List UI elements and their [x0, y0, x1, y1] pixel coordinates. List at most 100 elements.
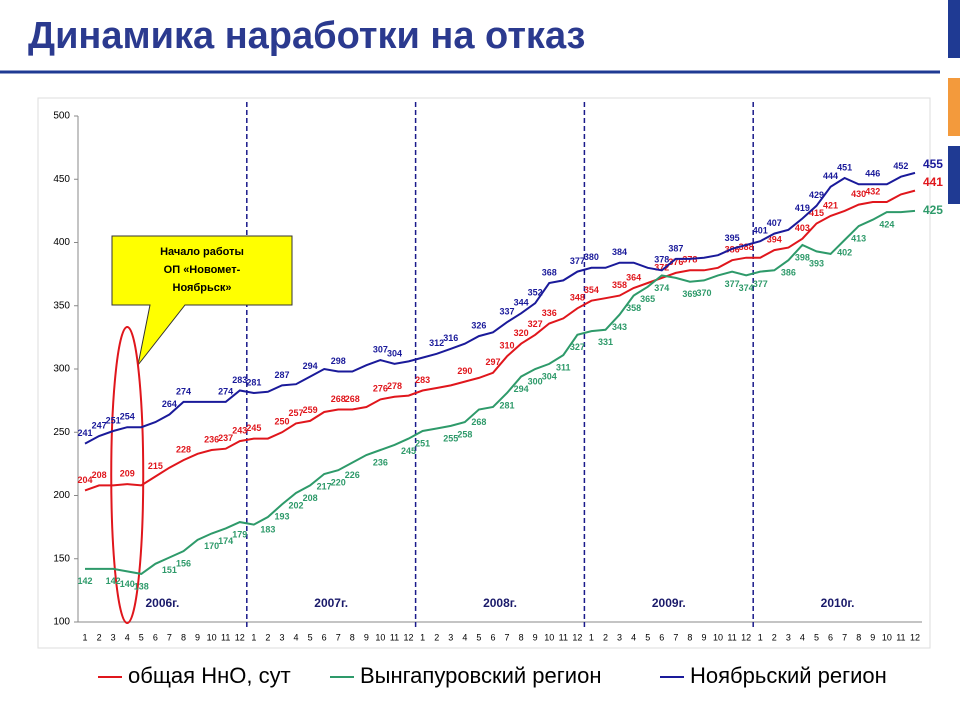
- data-label: 429: [809, 190, 824, 200]
- data-label: 384: [612, 247, 627, 257]
- data-label: 142: [106, 576, 121, 586]
- data-label: 369: [682, 289, 697, 299]
- data-label: 300: [528, 376, 543, 386]
- data-label: 294: [303, 361, 318, 371]
- data-label: 413: [851, 233, 866, 243]
- data-label: 377: [725, 279, 740, 289]
- x-tick-label: 7: [167, 632, 172, 642]
- x-tick-label: 3: [617, 632, 622, 642]
- x-tick-label: 1: [251, 632, 256, 642]
- x-tick-label: 3: [786, 632, 791, 642]
- data-label: 283: [232, 375, 247, 385]
- x-tick-label: 11: [559, 632, 568, 642]
- data-label: 276: [373, 384, 388, 394]
- x-tick-label: 2: [603, 632, 608, 642]
- data-label: 170: [204, 541, 219, 551]
- data-label: 174: [218, 536, 233, 546]
- x-tick-label: 12: [404, 632, 414, 642]
- side-bar: [948, 0, 960, 58]
- data-label: 283: [415, 375, 430, 385]
- data-label: 156: [176, 559, 191, 569]
- data-label: 441: [923, 175, 943, 189]
- data-label: 451: [837, 162, 852, 172]
- data-label: 204: [78, 475, 93, 485]
- data-label: 316: [443, 333, 458, 343]
- x-tick-label: 10: [207, 632, 217, 642]
- data-label: 370: [696, 288, 711, 298]
- data-label: 307: [373, 345, 388, 355]
- x-tick-label: 7: [673, 632, 678, 642]
- data-label: 430: [851, 189, 866, 199]
- x-tick-label: 3: [279, 632, 284, 642]
- x-tick-label: 1: [420, 632, 425, 642]
- x-tick-label: 7: [842, 632, 847, 642]
- data-label: 228: [176, 444, 191, 454]
- data-label: 259: [303, 405, 318, 415]
- x-tick-label: 9: [533, 632, 538, 642]
- data-label: 376: [668, 257, 683, 267]
- year-label: 2007г.: [314, 596, 348, 610]
- x-tick-label: 4: [462, 632, 467, 642]
- data-label: 245: [246, 423, 261, 433]
- side-bar: [948, 146, 960, 204]
- x-tick-label: 1: [758, 632, 763, 642]
- data-label: 297: [485, 357, 500, 367]
- data-label: 264: [162, 399, 177, 409]
- data-label: 336: [542, 308, 557, 318]
- data-label: 304: [387, 348, 402, 358]
- data-label: 372: [654, 262, 669, 272]
- data-label: 358: [626, 303, 641, 313]
- data-label: 344: [514, 298, 529, 308]
- x-tick-label: 2: [772, 632, 777, 642]
- data-label: 343: [612, 322, 627, 332]
- data-label: 236: [373, 457, 388, 467]
- series-line: [84, 171, 916, 445]
- data-label: 432: [865, 186, 880, 196]
- data-label: 140: [120, 579, 135, 589]
- data-label: 415: [809, 208, 824, 218]
- data-label: 364: [626, 272, 641, 282]
- data-label: 151: [162, 565, 177, 575]
- data-label: 320: [514, 328, 529, 338]
- x-tick-label: 4: [125, 632, 130, 642]
- y-tick-label: 500: [53, 111, 70, 122]
- data-label: 208: [92, 470, 107, 480]
- x-tick-label: 2: [265, 632, 270, 642]
- year-label: 2006г.: [145, 596, 179, 610]
- year-label: 2010г.: [821, 596, 855, 610]
- data-label: 215: [148, 461, 163, 471]
- data-label: 304: [542, 371, 557, 381]
- x-tick-label: 6: [828, 632, 833, 642]
- data-label: 446: [865, 169, 880, 179]
- x-tick-label: 6: [490, 632, 495, 642]
- x-tick-label: 12: [910, 632, 920, 642]
- x-tick-label: 7: [336, 632, 341, 642]
- annotation: Начало работы ОП «Новомет-Ноябрьск»: [160, 246, 244, 294]
- x-tick-label: 10: [713, 632, 723, 642]
- data-label: 290: [457, 366, 472, 376]
- y-tick-label: 150: [53, 553, 70, 564]
- data-label: 394: [767, 234, 782, 244]
- x-tick-label: 2: [97, 632, 102, 642]
- data-label: 388: [739, 242, 754, 252]
- data-label: 142: [78, 576, 93, 586]
- y-tick-label: 300: [53, 364, 70, 375]
- x-tick-label: 3: [111, 632, 116, 642]
- data-label: 348: [570, 293, 585, 303]
- data-label: 254: [120, 412, 135, 422]
- side-bar: [948, 78, 960, 136]
- data-label: 419: [795, 203, 810, 213]
- data-label: 268: [345, 394, 360, 404]
- data-label: 352: [528, 288, 543, 298]
- x-tick-label: 5: [139, 632, 144, 642]
- y-tick-label: 450: [53, 174, 70, 185]
- data-label: 251: [415, 438, 430, 448]
- data-label: 243: [232, 425, 247, 435]
- data-label: 236: [204, 434, 219, 444]
- x-tick-label: 6: [153, 632, 158, 642]
- callout: [111, 235, 293, 366]
- data-label: 268: [471, 417, 486, 427]
- x-tick-label: 9: [364, 632, 369, 642]
- data-label: 298: [331, 356, 346, 366]
- x-tick-label: 4: [800, 632, 805, 642]
